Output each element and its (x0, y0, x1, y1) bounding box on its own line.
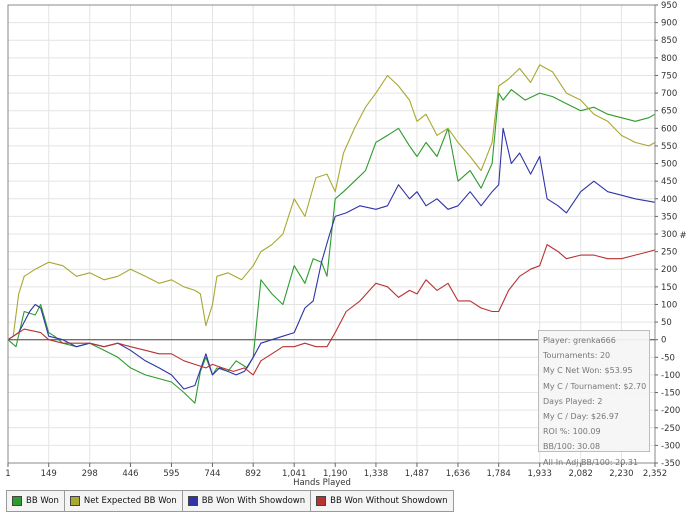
stat-per-tournament: My C / Tournament: $2.70 (543, 381, 647, 391)
y-tick-label: 900 (661, 19, 677, 29)
legend-label: BB Won (26, 496, 59, 506)
y-tick-label: -200 (661, 406, 680, 416)
stat-bb100: BB/100: 30.08 (543, 442, 601, 452)
stat-per-day: My C / Day: $26.97 (543, 412, 619, 422)
y-axis-title: # (679, 231, 686, 241)
y-tick-label: 600 (661, 124, 677, 134)
x-tick-label: 744 (204, 469, 220, 479)
x-tick-label: 1,190 (323, 469, 347, 479)
stat-net-won: My C Net Won: $53.95 (543, 366, 633, 376)
y-tick-label: -300 (661, 441, 680, 451)
legend-item-bb-won[interactable]: BB Won (7, 491, 65, 511)
legend-label: Net Expected BB Won (83, 496, 177, 506)
x-tick-label: 2,352 (643, 469, 667, 479)
series-line-3 (7, 244, 656, 376)
player-stats-box: Player: grenka666 Tournaments: 20 My C N… (538, 330, 650, 467)
y-tick-label: -350 (661, 459, 680, 469)
y-tick-label: 500 (661, 160, 677, 170)
series-lines (7, 64, 656, 404)
y-tick-label: 350 (661, 212, 677, 222)
y-tick-label: 450 (661, 177, 677, 187)
y-tick-label: 400 (661, 195, 677, 205)
stat-roi: ROI %: 100.09 (543, 427, 601, 437)
x-tick-label: 1,487 (405, 469, 429, 479)
y-tick-label: -100 (661, 371, 680, 381)
y-tick-label: -250 (661, 424, 680, 434)
legend-swatch-net-expected (69, 496, 80, 506)
y-tick-label: 750 (661, 71, 677, 81)
stat-allin-bb100: All-In Adj BB/100: 20.31 (543, 457, 639, 467)
y-tick-label: 550 (661, 142, 677, 152)
x-tick-label: 298 (82, 469, 98, 479)
x-tick-label: 1,636 (446, 469, 470, 479)
x-tick-label: 446 (122, 469, 138, 479)
x-tick-label: 1,041 (282, 469, 306, 479)
y-tick-label: 850 (661, 36, 677, 46)
y-tick-label: -50 (661, 353, 675, 363)
stat-player: Player: grenka666 (543, 336, 616, 345)
y-tick-labels: -350 -300 -250 -200 -150 -100 -50 0 50 100 150 200 2… (655, 1, 680, 469)
y-tick-label: 300 (661, 230, 677, 240)
y-tick-label: 950 (661, 1, 677, 11)
legend-swatch-with-showdown (187, 496, 198, 506)
y-tick-label: 650 (661, 107, 677, 117)
y-tick-label: 0 (661, 336, 666, 346)
legend-item-with-showdown[interactable]: BB Won With Showdown (183, 491, 312, 511)
x-tick-label: 1,784 (487, 469, 511, 479)
y-tick-label: 700 (661, 89, 677, 99)
series-line-1 (7, 64, 656, 341)
x-tick-label: 1,933 (528, 469, 552, 479)
x-tick-label: 892 (245, 469, 261, 479)
y-tick-label: 150 (661, 283, 677, 293)
y-tick-label: 100 (661, 300, 677, 310)
y-tick-label: 250 (661, 248, 677, 258)
x-tick-label: 149 (41, 469, 57, 479)
legend-label: BB Won With Showdown (201, 496, 306, 506)
stat-tournaments: Tournaments: 20 (543, 351, 611, 361)
y-tick-label: -150 (661, 389, 680, 399)
legend-swatch-without-showdown (316, 496, 327, 506)
y-tick-label: 200 (661, 265, 677, 275)
series-line-2 (7, 127, 656, 390)
y-tick-label: 50 (661, 318, 672, 328)
chart-legend: BB Won Net Expected BB Won BB Won With S… (6, 490, 454, 512)
legend-item-without-showdown[interactable]: BB Won Without Showdown (311, 491, 452, 511)
legend-item-net-expected[interactable]: Net Expected BB Won (65, 491, 183, 511)
x-axis-title: Hands Played (293, 478, 351, 488)
x-tick-label: 595 (163, 469, 179, 479)
legend-label: BB Won Without Showdown (330, 496, 448, 506)
stat-days-played: Days Played: 2 (543, 396, 603, 406)
legend-swatch-bb-won (12, 496, 22, 506)
x-tick-label: 2,230 (609, 469, 633, 479)
y-tick-label: 800 (661, 54, 677, 64)
x-tick-labels: 1 149 298 446 595 744 892 1,041 1,190 1,338 1,487 1… (5, 463, 667, 479)
x-tick-label: 1,338 (364, 469, 388, 479)
x-tick-label: 2,082 (569, 469, 593, 479)
x-tick-label: 1 (5, 469, 10, 479)
